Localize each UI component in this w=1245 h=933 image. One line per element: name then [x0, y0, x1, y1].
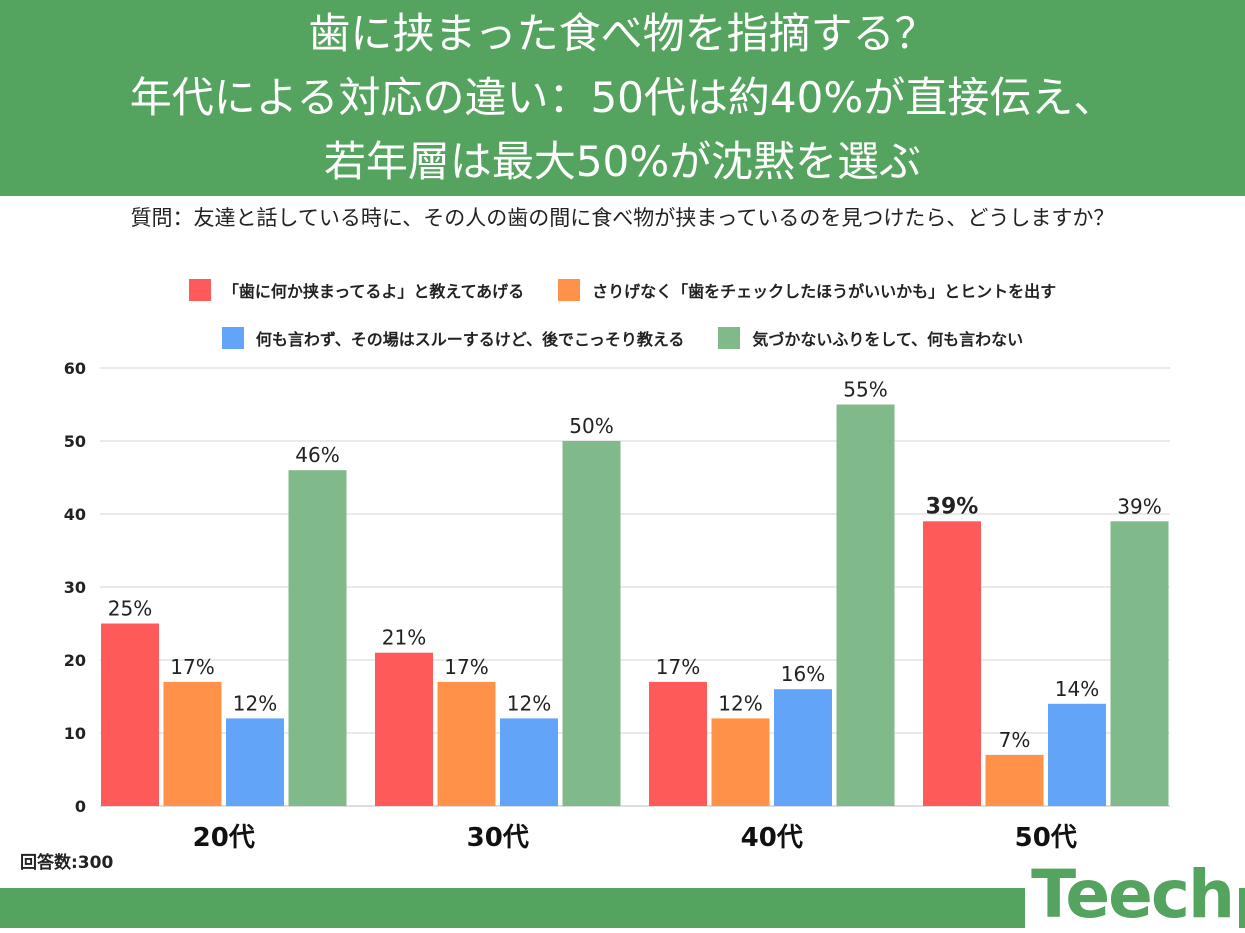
- legend-label: 気づかないふりをして、何も言わない: [752, 330, 1024, 349]
- legend-item-say-nothing: 気づかないふりをして、何も言わない: [718, 326, 1023, 350]
- data-label: 12%: [718, 691, 762, 715]
- data-label: 25%: [108, 597, 152, 621]
- survey-question: 質問：友達と話している時に、その人の歯の間に食べ物が挟まっているのを見つけたら、…: [130, 206, 1115, 230]
- data-label: 39%: [1117, 494, 1161, 518]
- y-tick-label: 50: [64, 432, 86, 451]
- y-tick-label: 30: [64, 578, 86, 597]
- x-tick-label: 40代: [741, 823, 803, 850]
- data-label: 55%: [843, 378, 887, 402]
- bar: [1048, 703, 1106, 806]
- bar: [836, 404, 895, 806]
- bar: [226, 718, 284, 806]
- bar: [649, 681, 707, 806]
- data-label: 12%: [233, 691, 277, 715]
- legend-row-2: 何も言わず、その場はスルーするけど、後でこっそり教える 気づかないふりをして、何…: [0, 326, 1245, 350]
- legend-item-tell-directly: 「歯に何か挟まってるよ」と教えてあげる: [188, 278, 525, 302]
- data-label: 17%: [444, 655, 488, 679]
- bar: [711, 718, 770, 806]
- bar: [437, 681, 496, 806]
- legend-swatch-red: [188, 279, 211, 301]
- respondent-count: 回答数:300: [20, 853, 114, 873]
- data-label: 17%: [656, 655, 700, 679]
- y-tick-label: 20: [64, 651, 86, 670]
- y-tick-label: 0: [75, 797, 86, 816]
- data-label: 17%: [170, 655, 214, 679]
- data-label: 39%: [926, 494, 979, 519]
- bar: [101, 623, 159, 806]
- legend-item-hint: さりげなく「歯をチェックしたほうがいいかも」とヒントを出す: [558, 278, 1056, 302]
- data-label: 46%: [295, 443, 339, 467]
- legend-label: 何も言わず、その場はスルーするけど、後でこっそり教える: [255, 330, 685, 349]
- bar: [500, 718, 558, 806]
- x-tick-label: 50代: [1015, 823, 1077, 850]
- data-label: 16%: [781, 662, 825, 686]
- data-label: 50%: [569, 414, 613, 438]
- legend-swatch-green: [718, 327, 741, 349]
- data-label: 7%: [999, 728, 1031, 752]
- y-tick-label: 60: [64, 359, 86, 378]
- data-label: 12%: [507, 691, 551, 715]
- bar: [985, 754, 1044, 806]
- teech-logo: Teech: [1025, 862, 1239, 928]
- bar-chart: 0 10 20 30 40 50 60 25% 17% 12% 46% 20代 21% 17% 12% 50%…: [64, 359, 1170, 850]
- title-line-2: 年代による対応の違い：50代は約40%が直接伝え、: [129, 73, 1116, 122]
- legend-swatch-blue: [221, 327, 244, 349]
- x-tick-label: 30代: [467, 823, 529, 850]
- data-label: 21%: [382, 626, 426, 650]
- title-line-1: 歯に挟まった食べ物を指摘する？: [308, 9, 937, 58]
- chart-title-banner: 歯に挟まった食べ物を指摘する？ 年代による対応の違い：50代は約40%が直接伝え…: [0, 0, 1245, 196]
- y-tick-label: 40: [64, 505, 86, 524]
- y-tick-label: 10: [64, 724, 86, 743]
- bar: [163, 681, 222, 806]
- data-label: 14%: [1055, 677, 1099, 701]
- bar: [923, 521, 981, 806]
- bar: [288, 470, 347, 806]
- legend-swatch-orange: [558, 279, 581, 301]
- bar: [562, 441, 621, 806]
- legend-label: さりげなく「歯をチェックしたほうがいいかも」とヒントを出す: [592, 282, 1057, 301]
- bar: [774, 689, 832, 806]
- x-tick-label: 20代: [193, 823, 255, 850]
- legend-row-1: 「歯に何か挟まってるよ」と教えてあげる さりげなく「歯をチェックしたほうがいいか…: [0, 278, 1245, 302]
- legend-item-tell-later: 何も言わず、その場はスルーするけど、後でこっそり教える: [221, 326, 685, 350]
- legend-label: 「歯に何か挟まってるよ」と教えてあげる: [222, 282, 525, 301]
- bar: [375, 652, 433, 806]
- title-line-3: 若年層は最大50%が沈黙を選ぶ: [323, 137, 922, 186]
- bar: [1110, 521, 1169, 806]
